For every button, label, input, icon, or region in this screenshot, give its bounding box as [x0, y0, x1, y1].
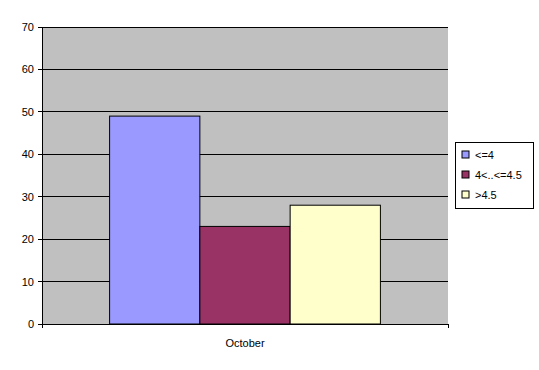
x-axis: [42, 324, 448, 325]
y-tick: [38, 111, 42, 112]
y-tick: [38, 196, 42, 197]
bar: [200, 226, 290, 324]
grid-line: [42, 154, 448, 155]
grid-line: [42, 196, 448, 197]
y-tick: [38, 281, 42, 282]
y-tick-label: 50: [22, 106, 34, 118]
grid-line: [42, 111, 448, 112]
y-tick-label: 0: [28, 318, 34, 330]
y-tick: [38, 69, 42, 70]
bar: [110, 116, 200, 324]
x-tick: [448, 324, 449, 328]
grid-line: [42, 69, 448, 70]
y-tick: [38, 27, 42, 28]
y-tick: [38, 239, 42, 240]
grid-line: [42, 324, 448, 325]
legend-swatch: [462, 191, 469, 198]
x-tick: [42, 324, 43, 328]
x-tick-label: October: [225, 337, 264, 349]
chart: 0 10 20 30 40 50 60 70 October <=4 4<..<=4.5 >4.5: [0, 0, 539, 370]
legend-label: >4.5: [475, 189, 497, 201]
y-tick: [38, 154, 42, 155]
plot-area: [42, 27, 448, 324]
y-tick: [38, 324, 42, 325]
y-tick-label: 70: [22, 21, 34, 33]
y-tick-label: 40: [22, 148, 34, 160]
y-axis: [42, 27, 43, 324]
y-tick-label: 30: [22, 191, 34, 203]
grid-line: [42, 27, 448, 28]
legend-swatch: [462, 171, 469, 178]
y-tick-label: 20: [22, 233, 34, 245]
legend-label: <=4: [475, 149, 494, 161]
y-tick-label: 10: [22, 276, 34, 288]
bars: [110, 116, 381, 324]
y-tick-label: 60: [22, 63, 34, 75]
bar: [290, 205, 380, 324]
legend-label: 4<..<=4.5: [475, 169, 522, 181]
legend-swatch: [462, 151, 469, 158]
legend: [455, 142, 533, 208]
